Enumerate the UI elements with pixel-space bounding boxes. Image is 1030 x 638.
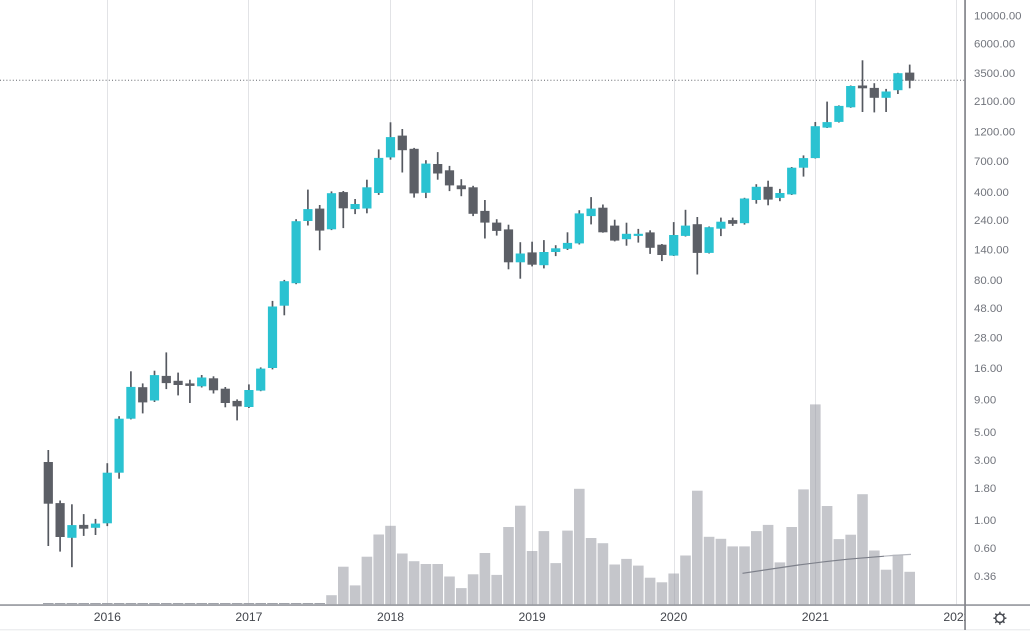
svg-text:2017: 2017	[235, 610, 262, 624]
svg-text:2019: 2019	[519, 610, 546, 624]
svg-text:2018: 2018	[377, 610, 404, 624]
svg-text:10000.00: 10000.00	[974, 11, 1022, 23]
svg-text:1.00: 1.00	[974, 515, 996, 527]
svg-text:2100.00: 2100.00	[974, 96, 1015, 108]
svg-text:48.00: 48.00	[974, 303, 1003, 315]
svg-text:2016: 2016	[94, 610, 121, 624]
svg-text:1.80: 1.80	[974, 483, 996, 495]
svg-text:1200.00: 1200.00	[974, 127, 1015, 139]
svg-text:240.00: 240.00	[974, 215, 1009, 227]
svg-text:400.00: 400.00	[974, 187, 1009, 199]
svg-text:5.00: 5.00	[974, 427, 996, 439]
svg-text:0.60: 0.60	[974, 543, 996, 555]
svg-text:28.00: 28.00	[974, 333, 1003, 345]
svg-text:3500.00: 3500.00	[974, 68, 1015, 80]
svg-text:0.36: 0.36	[974, 571, 996, 583]
svg-text:3.00: 3.00	[974, 455, 996, 467]
svg-text:2021: 2021	[802, 610, 829, 624]
svg-text:9.00: 9.00	[974, 395, 996, 407]
svg-text:80.00: 80.00	[974, 275, 1003, 287]
svg-text:700.00: 700.00	[974, 156, 1009, 168]
svg-text:16.00: 16.00	[974, 363, 1003, 375]
svg-text:6000.00: 6000.00	[974, 38, 1015, 50]
svg-text:2022: 2022	[943, 610, 970, 624]
svg-text:140.00: 140.00	[974, 244, 1009, 256]
svg-text:2020: 2020	[660, 610, 687, 624]
